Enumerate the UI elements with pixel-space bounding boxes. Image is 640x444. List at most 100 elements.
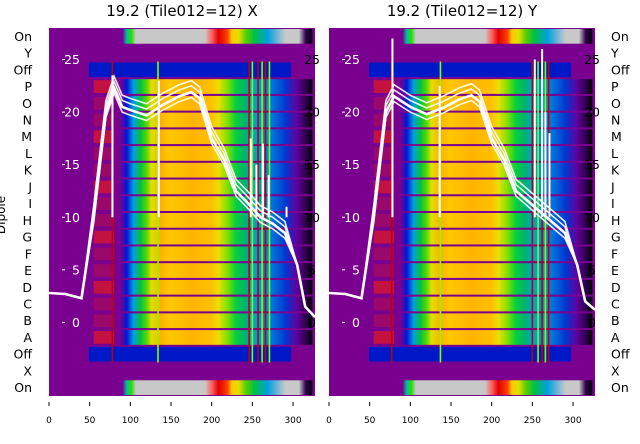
x-tick-label: 0 [46,416,52,426]
overlay-tick-label: 25 [344,52,360,67]
row-label: Off [14,62,33,77]
overlay-profile-line [48,90,316,318]
heatmap-row [88,29,313,44]
heatmap-cell [93,314,115,328]
x-tick-label: 250 [244,416,261,426]
heatmap-row [88,129,313,145]
row-label: D [611,280,621,295]
overlay-tick-label-right: 5 [588,262,596,277]
heatmap-cell [93,214,115,227]
row-label: N [611,113,620,128]
overlay-profile-line [328,99,596,311]
overlay-tick-label-right: 20 [584,105,600,120]
row-label: N [23,113,32,128]
row-label: O [611,96,621,111]
overlay-tick-label-right: 10 [304,210,320,225]
x-tick-label: 300 [284,416,301,426]
x-tick-label: 100 [122,416,139,426]
heatmap-cell [93,264,115,277]
heatmap-cell [93,247,115,261]
heatmap-row [368,112,593,128]
row-label: J [610,179,615,194]
x-tick-label: 300 [564,416,581,426]
heatmap-row [88,179,313,195]
chart-title: 19.2 (Tile012=12) X [106,2,257,20]
heatmap-row [368,213,593,228]
heatmap-row [368,162,593,178]
row-label: J [27,179,32,194]
heatmap-row [368,62,572,78]
row-label: M [21,129,32,144]
row-label: C [23,297,32,312]
row-label: B [23,313,32,328]
heatmap-row [368,29,593,44]
overlay-tick-label-right: 5 [308,262,316,277]
overlay-tick-label: 0 [72,315,80,330]
heatmap-row [88,45,313,61]
heatmap-cell [93,331,115,344]
overlay-profile-line [328,82,596,311]
overlay-tick-label: 20 [344,105,360,120]
row-label: I [28,196,32,211]
row-label: E [611,263,619,278]
overlay-tick-label: 15 [64,157,80,172]
heatmap-row [368,196,593,211]
bright-column [537,61,539,363]
row-label: K [24,163,33,178]
heatmap-row [88,380,313,395]
row-label: X [23,363,32,378]
overlay-tick-label: 25 [64,52,80,67]
row-label: L [611,146,618,161]
row-label: On [14,380,32,395]
row-label: P [24,79,32,94]
row-label: On [611,380,629,395]
row-label: B [611,313,620,328]
overlay-tick-label: 20 [64,105,80,120]
x-tick-label: 100 [402,416,419,426]
row-label: C [611,297,620,312]
heatmap-row [368,279,593,295]
heatmap-row [368,146,593,161]
y-axis-label: Dipole [0,196,8,234]
heatmap-cell [373,197,395,210]
x-tick-label: 50 [84,416,96,426]
overlay-profile-line [48,74,316,318]
heatmap-cell [93,297,115,311]
row-label: K [611,163,620,178]
heatmap-row [88,112,313,128]
overlay-tick-label-right: 0 [588,315,596,330]
row-label: Off [611,347,630,362]
heatmap-row [88,246,313,262]
row-label: E [24,263,32,278]
heatmap-row [368,129,593,145]
heatmap-row [368,330,593,345]
heatmap-row [88,146,313,161]
row-label: F [611,246,618,261]
row-label: O [22,96,32,111]
heatmap-row [88,279,313,295]
overlay-tick-label-right: 0 [308,315,316,330]
heatmap-cell [373,230,395,244]
row-label: M [611,129,622,144]
row-label: Y [23,46,32,61]
overlay-tick-label: 0 [352,315,360,330]
overlay-tick-label: 5 [352,262,360,277]
x-tick-label: 250 [524,416,541,426]
row-label: Off [611,62,630,77]
overlay-tick-label: 10 [64,210,80,225]
row-label: L [25,146,32,161]
x-tick-label: 200 [203,416,220,426]
bright-column [251,61,254,363]
row-label: A [611,330,620,345]
overlay-tick-label: 10 [344,210,360,225]
overlay-tick-label-right: 20 [304,105,320,120]
x-tick-label: 50 [364,416,376,426]
x-tick-label: 150 [162,416,179,426]
row-label: Off [14,347,33,362]
heatmap-row [88,263,313,278]
heatmap-row [368,380,593,395]
heatmap-row [368,346,572,362]
heatmap-row [88,62,292,78]
overlay-tick-label-right: 15 [584,157,600,172]
heatmap-row [88,296,313,312]
